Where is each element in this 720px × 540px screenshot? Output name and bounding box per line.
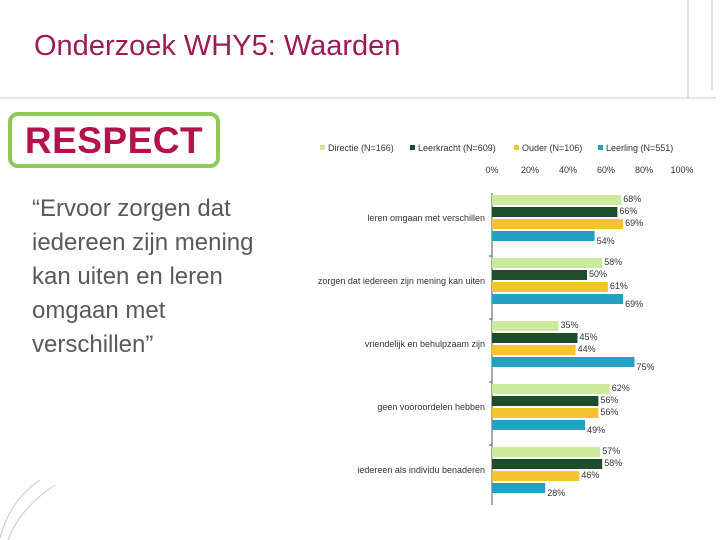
legend-label-2: Ouder (N=106) (522, 143, 582, 153)
data-label: 50% (589, 269, 607, 279)
bar-4-1 (492, 459, 603, 469)
bar-2-3 (492, 357, 635, 367)
bar-3-1 (492, 396, 599, 406)
data-label: 49% (587, 425, 605, 435)
bar-2-2 (492, 345, 576, 355)
bar-4-0 (492, 447, 601, 457)
bar-1-2 (492, 282, 608, 292)
data-label: 46% (581, 470, 599, 480)
respect-badge-label: RESPECT (24, 120, 204, 161)
x-tick-label: 40% (559, 165, 577, 175)
slide-frame-decoration (0, 0, 716, 99)
bar-3-0 (492, 384, 610, 394)
x-tick-label: 60% (597, 165, 615, 175)
value-quote: “Ervoor zorgen dat iedereen zijn mening … (32, 195, 254, 358)
data-label: 45% (580, 332, 598, 342)
data-label: 62% (612, 383, 630, 393)
data-label: 56% (600, 407, 618, 417)
bar-2-0 (492, 321, 559, 331)
data-label: 44% (578, 344, 596, 354)
legend-label-3: Leerling (N=551) (606, 143, 673, 153)
bar-1-0 (492, 258, 603, 268)
bar-chart: Directie (N=166) Leerkracht (N=609) Ouder … (318, 143, 694, 505)
legend-swatch-1 (410, 145, 415, 150)
data-label: 58% (604, 458, 622, 468)
bar-0-3 (492, 231, 595, 241)
data-label: 69% (625, 299, 643, 309)
data-label: 68% (623, 194, 641, 204)
data-label: 66% (619, 206, 637, 216)
slide-title: Onderzoek WHY5: Waarden (34, 30, 401, 62)
x-tick-label: 20% (521, 165, 539, 175)
category-label: vriendelijk en behulpzaam zijn (365, 339, 485, 349)
bar-1-1 (492, 270, 587, 280)
legend-label-0: Directie (N=166) (328, 143, 394, 153)
bar-4-2 (492, 471, 580, 481)
data-label: 61% (610, 281, 628, 291)
corner-decoration (0, 480, 56, 540)
x-tick-label: 0% (485, 165, 498, 175)
data-label: 58% (604, 257, 622, 267)
bar-2-1 (492, 333, 578, 343)
category-label: zorgen dat iedereen zijn mening kan uite… (318, 276, 485, 286)
bar-4-3 (492, 483, 546, 493)
bar-0-2 (492, 219, 624, 229)
legend-label-1: Leerkracht (N=609) (418, 143, 496, 153)
bar-1-3 (492, 294, 624, 304)
x-tick-label: 80% (635, 165, 653, 175)
bar-3-3 (492, 420, 586, 430)
category-label: geen vooroordelen hebben (377, 402, 485, 412)
x-tick-label: 100% (670, 165, 693, 175)
bar-0-0 (492, 195, 622, 205)
category-label: iedereen als individu benaderen (357, 465, 485, 475)
category-label: leren omgaan met verschillen (367, 213, 485, 223)
respect-badge: RESPECT (8, 112, 220, 168)
legend-swatch-0 (320, 145, 325, 150)
bar-0-1 (492, 207, 618, 217)
data-label: 69% (625, 218, 643, 228)
data-label: 57% (602, 446, 620, 456)
data-label: 28% (547, 488, 565, 498)
legend-swatch-2 (514, 145, 519, 150)
legend-swatch-3 (598, 145, 603, 150)
data-label: 56% (600, 395, 618, 405)
data-label: 35% (561, 320, 579, 330)
bar-3-2 (492, 408, 599, 418)
data-label: 75% (637, 362, 655, 372)
data-label: 54% (597, 236, 615, 246)
